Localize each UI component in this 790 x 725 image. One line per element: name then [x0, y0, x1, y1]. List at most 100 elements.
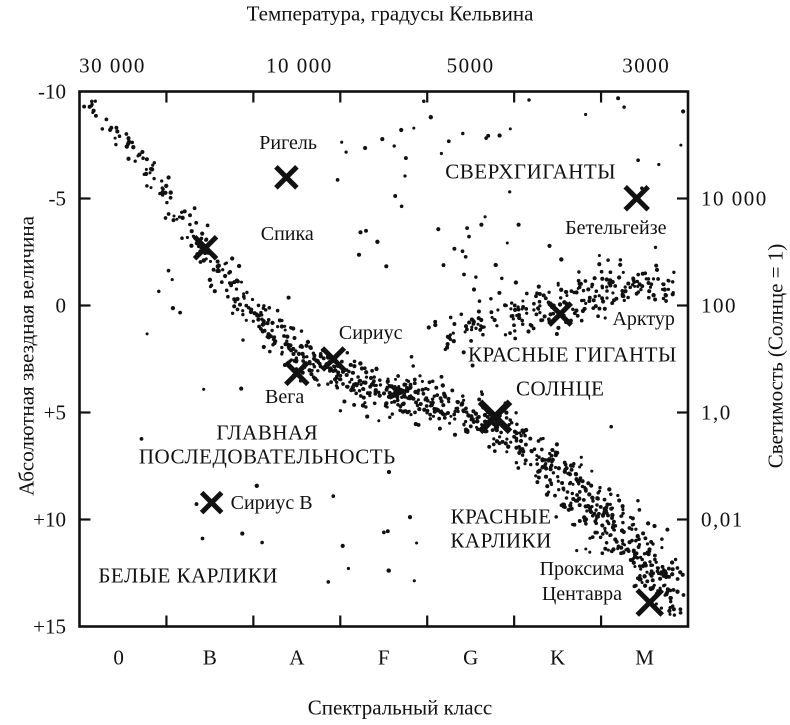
star-dot	[663, 572, 667, 576]
star-dot	[164, 183, 169, 189]
star-dot	[470, 325, 474, 329]
star-dot	[584, 521, 588, 526]
star-dot	[200, 231, 205, 236]
star-marker-rigel	[274, 165, 299, 190]
star-dot	[606, 521, 611, 525]
star-dot	[610, 279, 615, 285]
star-marker-spica	[192, 234, 219, 261]
star-dot	[211, 267, 216, 272]
star-dot	[549, 453, 554, 458]
star-dot	[523, 458, 528, 463]
star-dot	[620, 288, 625, 293]
star-dot	[148, 166, 153, 171]
star-dot	[475, 425, 479, 429]
star-dot	[462, 398, 466, 402]
star-dot	[90, 99, 94, 104]
star-dot	[412, 381, 417, 386]
star-dot	[510, 301, 514, 305]
star-dot	[337, 377, 342, 382]
star-dot	[516, 222, 521, 227]
star-dot	[399, 127, 404, 133]
star-dot	[574, 308, 579, 313]
star-dot	[535, 458, 539, 462]
star-dot	[555, 450, 560, 455]
star-dot	[200, 536, 205, 541]
star-dot	[653, 297, 658, 302]
star-dot	[590, 513, 595, 518]
star-dot	[136, 154, 140, 158]
star-dot	[670, 572, 675, 577]
star-dot	[520, 446, 525, 452]
star-dot	[662, 287, 667, 292]
star-dot	[616, 544, 621, 549]
star-dot	[356, 375, 360, 379]
star-dot	[603, 546, 608, 551]
star-dot	[575, 549, 579, 553]
star-dot	[621, 520, 625, 525]
star-dot	[569, 501, 573, 505]
star-dot	[580, 479, 585, 484]
star-dot	[641, 531, 646, 536]
star-dot	[510, 314, 515, 318]
star-dot	[354, 391, 359, 396]
star-dot	[433, 322, 438, 328]
star-dot	[431, 414, 435, 418]
star-dot	[660, 546, 664, 550]
star-dot	[415, 541, 419, 545]
star-dot	[520, 322, 525, 326]
star-dot	[637, 508, 642, 512]
star-dot	[451, 331, 455, 335]
star-dot	[675, 577, 680, 581]
star-dot	[622, 105, 626, 109]
star-dot	[590, 535, 595, 539]
star-dot	[388, 393, 393, 397]
star-dot	[422, 99, 426, 103]
star-dot	[263, 308, 268, 312]
star-dot	[505, 241, 509, 245]
star-dot	[496, 308, 500, 312]
bottom-axis-title: Спектральный класс	[307, 695, 493, 720]
star-dot	[428, 404, 433, 408]
star-dot	[532, 447, 537, 452]
star-dot	[610, 301, 615, 306]
star-dot	[646, 295, 651, 300]
star-dot	[285, 334, 290, 339]
star-dot	[564, 496, 569, 500]
star-dot	[390, 412, 395, 416]
star-dot	[581, 288, 586, 293]
star-dot	[635, 533, 640, 539]
star-dot	[157, 289, 161, 294]
star-dot	[667, 279, 671, 283]
star-dot	[334, 375, 339, 380]
star-dot	[634, 551, 639, 556]
star-dot	[462, 272, 466, 277]
star-dot	[285, 339, 289, 343]
star-dot	[613, 537, 618, 542]
star-dot	[542, 314, 547, 319]
star-dot	[393, 377, 398, 381]
star-dot	[219, 280, 224, 284]
star-dot	[141, 156, 145, 160]
star-dot	[523, 462, 527, 466]
star-dot	[432, 406, 437, 411]
star-dot	[654, 602, 658, 606]
star-dot	[509, 440, 513, 444]
star-dot	[660, 564, 665, 569]
star-dot	[503, 333, 508, 337]
star-dot	[420, 379, 424, 383]
star-dot	[433, 319, 438, 324]
star-dot	[283, 328, 287, 332]
star-dot	[681, 109, 686, 114]
star-dot	[639, 567, 643, 571]
star-dot	[559, 257, 564, 262]
star-dot	[292, 336, 297, 340]
star-dot	[291, 351, 296, 357]
star-dot	[490, 428, 495, 432]
star-dot	[609, 492, 613, 497]
star-dot	[577, 519, 582, 523]
star-dot	[452, 432, 458, 437]
star-dot	[655, 566, 659, 570]
star-dot	[189, 229, 194, 234]
star-dot	[556, 325, 561, 330]
star-dot	[621, 507, 625, 512]
